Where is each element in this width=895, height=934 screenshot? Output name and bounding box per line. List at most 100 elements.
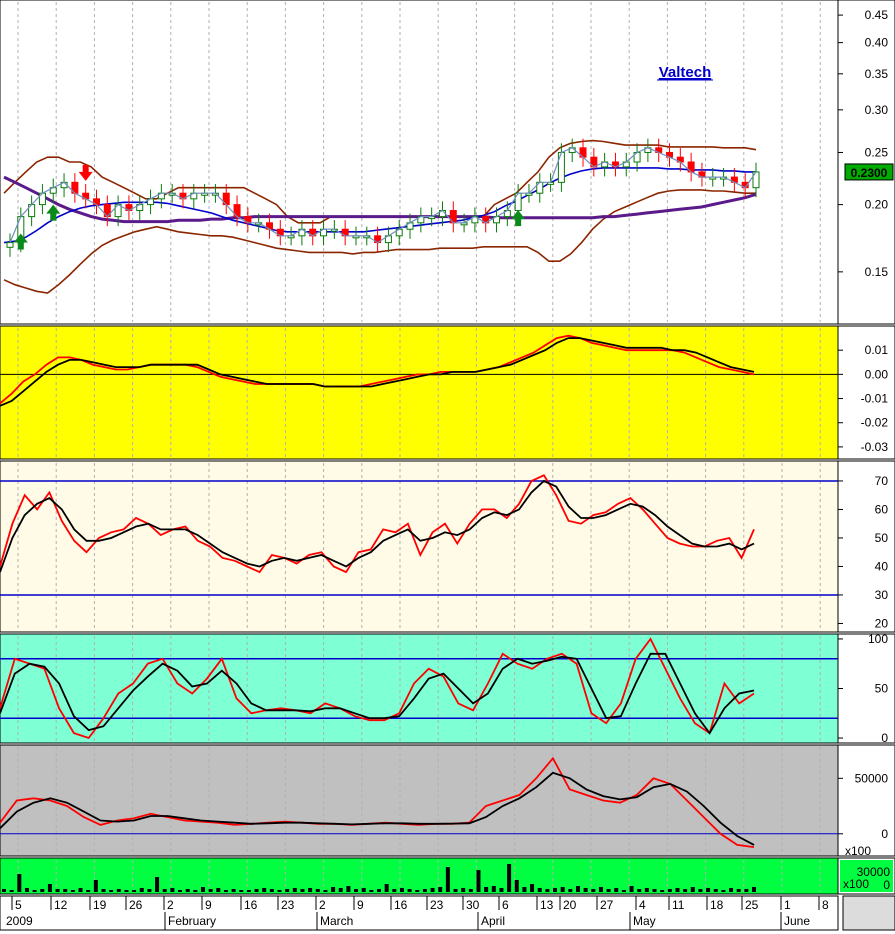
rsi-panel-rsi_black-line <box>0 479 755 573</box>
volume-bar <box>277 890 282 892</box>
volume-bar <box>147 889 152 892</box>
date-day-label: 9 <box>357 898 364 912</box>
date-day-label: 27 <box>600 898 614 912</box>
macd-panel-tick-label: -0.01 <box>861 392 889 406</box>
volume-bar <box>231 889 236 892</box>
volume-bar <box>93 880 98 892</box>
volume-bar <box>216 888 221 892</box>
volume-bar <box>461 888 466 892</box>
volume-bar <box>399 888 404 892</box>
volume-bar <box>63 889 68 892</box>
sell-signal-arrow <box>78 164 93 181</box>
date-day-label: 18 <box>710 898 724 912</box>
volume-bar <box>193 890 198 892</box>
volume-bar <box>752 887 756 892</box>
long-moving-average <box>3 175 757 224</box>
rsi-panel-tick-label: 70 <box>875 474 889 488</box>
date-day-label: 19 <box>93 898 107 912</box>
date-day-label: 8 <box>822 898 829 912</box>
volume-bar <box>124 890 129 892</box>
volume-bar <box>468 889 473 892</box>
volume-bar <box>101 889 106 892</box>
rsi-panel-tick-label: 60 <box>875 502 889 516</box>
volume-bar <box>109 890 114 892</box>
stochastic-panel-tick-label: 100 <box>868 632 888 646</box>
stochastic-panel-stoch_red-line <box>0 637 755 740</box>
date-day-label: 6 <box>502 898 509 912</box>
macd-panel-tick-label: 0.01 <box>865 343 889 357</box>
volume-scale-note: x100 <box>843 877 869 891</box>
volume-bar <box>644 888 649 892</box>
volume-bar <box>706 888 711 892</box>
volume-bar <box>514 880 519 892</box>
date-month-label: March <box>320 914 353 928</box>
date-month-label: May <box>633 914 656 928</box>
rsi-panel-rsi_red-line <box>0 474 755 574</box>
date-day-label: 2 <box>319 898 326 912</box>
volume-bar <box>430 888 435 892</box>
date-year-label: 2009 <box>6 914 33 928</box>
obv-panel-background <box>0 744 839 857</box>
macd-panel-tick-label: -0.02 <box>861 416 889 430</box>
volume-bar <box>744 889 749 892</box>
volume-bar <box>315 889 320 892</box>
volume-bar <box>377 889 381 892</box>
volume-panel-background <box>0 857 839 895</box>
obv-scale-note: x100 <box>845 844 871 858</box>
volume-bar <box>683 889 688 892</box>
stochastic-panel-stoch_black-line <box>0 652 755 735</box>
volume-bar <box>453 889 458 892</box>
date-day-label: 5 <box>15 898 22 912</box>
date-day-label: 16 <box>394 898 408 912</box>
volume-bar <box>667 889 672 892</box>
rsi-panel-tick-label: 30 <box>875 588 889 602</box>
date-day-label: 2 <box>167 898 174 912</box>
buy-signal-arrow <box>13 233 28 250</box>
volume-bar <box>70 890 75 892</box>
volume-bar <box>445 867 450 892</box>
volume-bar <box>86 890 91 892</box>
volume-bar <box>690 887 695 892</box>
date-day-label: 4 <box>639 898 646 912</box>
price-tick-label: 0.30 <box>865 103 889 117</box>
volume-bar <box>185 889 190 892</box>
price-tick-label: 0.45 <box>865 8 889 22</box>
date-day-label: 12 <box>54 898 68 912</box>
date-day-label: 16 <box>244 898 258 912</box>
date-axis-corner <box>842 895 895 931</box>
volume-bar <box>292 888 297 892</box>
volume-bar <box>675 888 680 892</box>
date-month-label: April <box>481 914 505 928</box>
volume-bar <box>246 890 251 892</box>
volume-bar <box>652 889 657 892</box>
last-price-value: 0.2300 <box>851 166 888 180</box>
stochastic-panel-tick-label: 0 <box>881 731 888 745</box>
chart-title: Valtech <box>659 64 712 81</box>
volume-bar <box>200 887 205 892</box>
volume-bar <box>285 889 290 892</box>
volume-bar <box>9 890 14 892</box>
rsi-panel-tick-label: 50 <box>875 531 889 545</box>
lower-bollinger-band <box>3 189 756 294</box>
volume-bar <box>422 889 427 892</box>
volume-bar <box>415 890 420 892</box>
volume-bar <box>507 864 512 892</box>
price-tick-label: 0.25 <box>865 145 889 159</box>
volume-bar <box>621 890 626 892</box>
volume-bar <box>178 890 183 892</box>
volume-bar <box>598 887 603 892</box>
volume-bar <box>568 889 573 892</box>
price-panel-axis-area <box>837 0 895 325</box>
date-day-label: 11 <box>672 898 685 912</box>
date-day-label: 1 <box>784 898 791 912</box>
obv-panel-axis-area <box>837 744 895 857</box>
date-day-label: 20 <box>563 898 577 912</box>
volume-bar <box>553 888 558 892</box>
last-price-badge <box>844 163 894 181</box>
volume-bar <box>407 889 412 892</box>
date-day-label: 13 <box>540 898 554 912</box>
volume-bar <box>530 884 535 892</box>
volume-bar <box>438 887 443 892</box>
